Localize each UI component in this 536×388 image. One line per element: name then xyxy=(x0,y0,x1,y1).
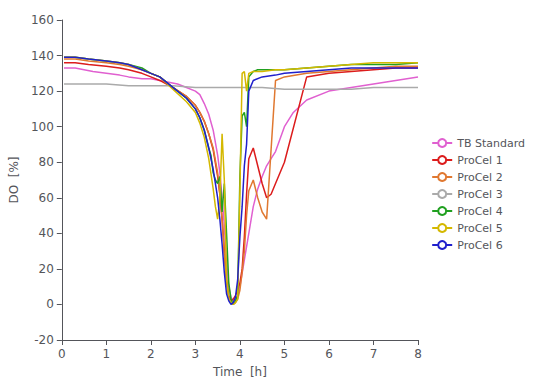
svg-text:0: 0 xyxy=(58,347,66,361)
svg-text:ProCel 3: ProCel 3 xyxy=(457,188,502,201)
svg-text:3: 3 xyxy=(192,347,200,361)
svg-text:80: 80 xyxy=(39,155,54,169)
svg-text:ProCel 5: ProCel 5 xyxy=(457,222,502,235)
svg-text:1: 1 xyxy=(103,347,111,361)
svg-text:Time [h]: Time [h] xyxy=(212,365,267,379)
svg-text:6: 6 xyxy=(325,347,333,361)
svg-text:-20: -20 xyxy=(34,333,54,347)
svg-text:ProCel 2: ProCel 2 xyxy=(457,171,502,184)
svg-text:60: 60 xyxy=(39,191,54,205)
svg-text:100: 100 xyxy=(31,120,54,134)
svg-text:20: 20 xyxy=(39,262,54,276)
svg-text:140: 140 xyxy=(31,49,54,63)
svg-text:0: 0 xyxy=(46,297,54,311)
svg-text:DO [%]: DO [%] xyxy=(7,156,21,203)
svg-text:2: 2 xyxy=(147,347,155,361)
svg-text:ProCel 6: ProCel 6 xyxy=(457,239,502,252)
svg-text:40: 40 xyxy=(39,226,54,240)
svg-text:120: 120 xyxy=(31,84,54,98)
svg-text:4: 4 xyxy=(236,347,244,361)
svg-text:7: 7 xyxy=(370,347,378,361)
svg-text:ProCel 1: ProCel 1 xyxy=(457,154,502,167)
svg-text:TB Standard: TB Standard xyxy=(456,137,525,150)
svg-text:8: 8 xyxy=(414,347,422,361)
svg-text:160: 160 xyxy=(31,13,54,27)
svg-text:5: 5 xyxy=(281,347,289,361)
svg-text:ProCel 4: ProCel 4 xyxy=(457,205,502,218)
